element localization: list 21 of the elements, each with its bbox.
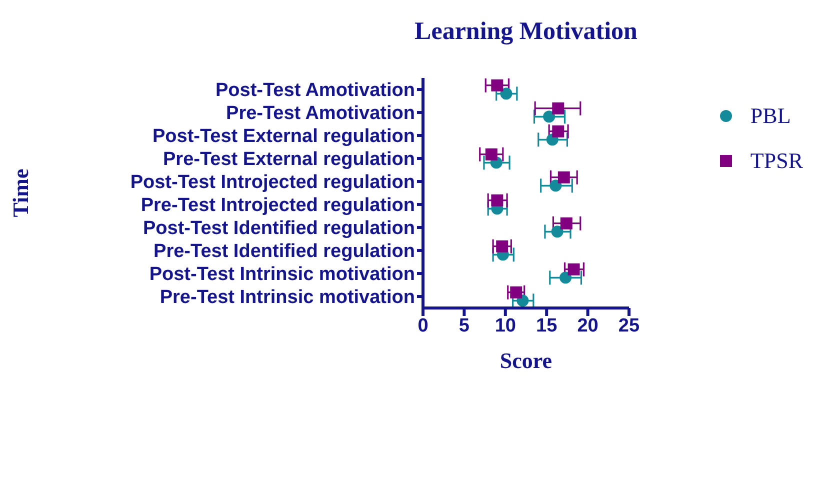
x-tick-label: 0 bbox=[418, 315, 428, 336]
y-tick-label: Pre-Test Introjected regulation bbox=[140, 195, 415, 216]
y-tick-label: Post-Test Amotivation bbox=[215, 80, 415, 102]
y-tick-label: Post-Test Intrinsic motivation bbox=[149, 264, 415, 286]
y-tick-label: Post-Test Introjected regulation bbox=[130, 172, 415, 194]
y-tick-label: Pre-Test Intrinsic motivation bbox=[160, 287, 415, 308]
y-tick-label: Pre-Test Amotivation bbox=[226, 103, 415, 124]
y-tick-label: Pre-Test External regulation bbox=[163, 149, 415, 170]
y-tick-label: Post-Test Identified regulation bbox=[143, 218, 415, 240]
y-tick-label: Post-Test External regulation bbox=[152, 126, 415, 148]
x-tick-label: 5 bbox=[458, 315, 470, 336]
legend-label: TPSR bbox=[750, 148, 803, 174]
y-axis-title: Time bbox=[8, 168, 33, 218]
x-axis-title: Score bbox=[500, 348, 552, 373]
x-tick-label: 15 bbox=[536, 315, 558, 336]
chart-title: Learning Motivation bbox=[414, 18, 638, 46]
x-tick-label: 20 bbox=[577, 315, 598, 336]
legend-label: PBL bbox=[750, 102, 791, 128]
x-tick-label: 25 bbox=[618, 315, 640, 336]
x-tick-label: 10 bbox=[494, 315, 516, 336]
y-tick-label: Pre-Test Identified regulation bbox=[154, 241, 415, 262]
